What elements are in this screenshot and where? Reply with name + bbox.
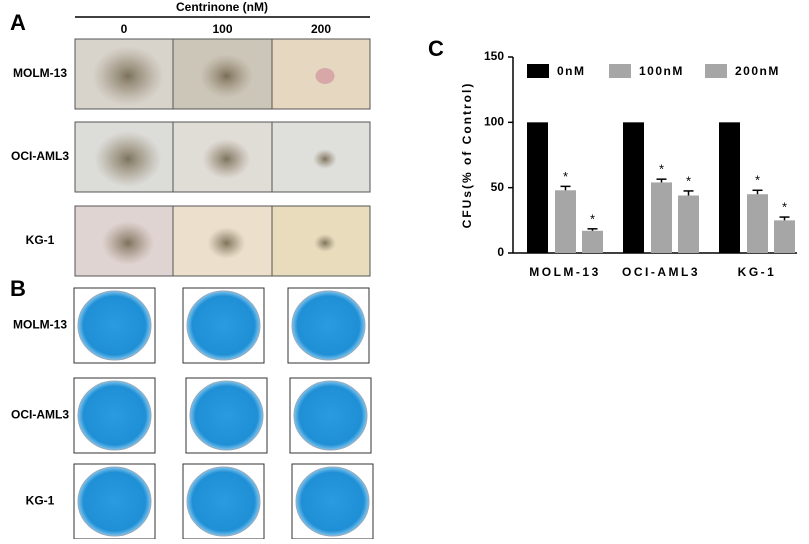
significance: * xyxy=(563,169,568,184)
panel-label: A xyxy=(10,10,26,35)
bar xyxy=(527,122,548,253)
bar xyxy=(623,122,644,253)
panel-label: B xyxy=(10,276,26,301)
dish xyxy=(291,290,366,361)
y-tick-label: 0 xyxy=(497,245,504,259)
colony xyxy=(314,234,336,252)
y-tick-label: 100 xyxy=(484,115,504,129)
legend-label: 100nM xyxy=(639,64,684,78)
legend-label: 200nM xyxy=(735,64,780,78)
y-axis-label: CFUs(% of Control) xyxy=(460,82,474,229)
legend-swatch xyxy=(527,64,549,78)
row-label: KG-1 xyxy=(26,233,55,247)
panel-label: C xyxy=(428,36,444,61)
dish xyxy=(186,466,261,537)
row-label: MOLM-13 xyxy=(13,318,67,332)
dish xyxy=(186,290,261,361)
row-label: KG-1 xyxy=(26,494,55,508)
y-tick-label: 50 xyxy=(491,180,505,194)
row-label: OCI-AML3 xyxy=(11,149,69,163)
column-label: 0 xyxy=(121,22,128,36)
bar xyxy=(747,194,768,253)
bar xyxy=(555,190,576,253)
colony xyxy=(101,221,155,265)
colony xyxy=(315,68,335,84)
row-label: OCI-AML3 xyxy=(11,408,69,422)
dish xyxy=(77,290,152,361)
colony xyxy=(200,54,253,98)
significance: * xyxy=(659,162,664,177)
colony xyxy=(94,131,162,187)
column-label: 200 xyxy=(311,22,331,36)
dish xyxy=(295,466,370,537)
x-tick-label: MOLM-13 xyxy=(529,265,601,279)
significance: * xyxy=(755,173,760,188)
significance: * xyxy=(590,211,595,226)
dish xyxy=(293,380,368,451)
x-tick-label: KG-1 xyxy=(738,265,777,279)
colony xyxy=(313,149,337,169)
x-tick-label: OCI-AML3 xyxy=(622,265,700,279)
dish xyxy=(77,380,152,451)
dish xyxy=(189,380,264,451)
legend-swatch xyxy=(705,64,727,78)
y-tick-label: 150 xyxy=(484,49,504,63)
colony xyxy=(207,227,246,259)
bar xyxy=(651,182,672,253)
legend-label: 0nM xyxy=(557,64,586,78)
row-label: MOLM-13 xyxy=(13,66,67,80)
colony xyxy=(92,46,164,106)
significance: * xyxy=(686,173,691,188)
bar xyxy=(719,122,740,253)
legend-swatch xyxy=(609,64,631,78)
bar xyxy=(582,230,603,253)
bar xyxy=(774,220,795,253)
column-label: 100 xyxy=(212,22,232,36)
bar xyxy=(678,195,699,253)
dish xyxy=(77,466,152,537)
header: Centrinone (nM) xyxy=(176,0,268,14)
colony xyxy=(202,139,251,179)
significance: * xyxy=(782,200,787,215)
